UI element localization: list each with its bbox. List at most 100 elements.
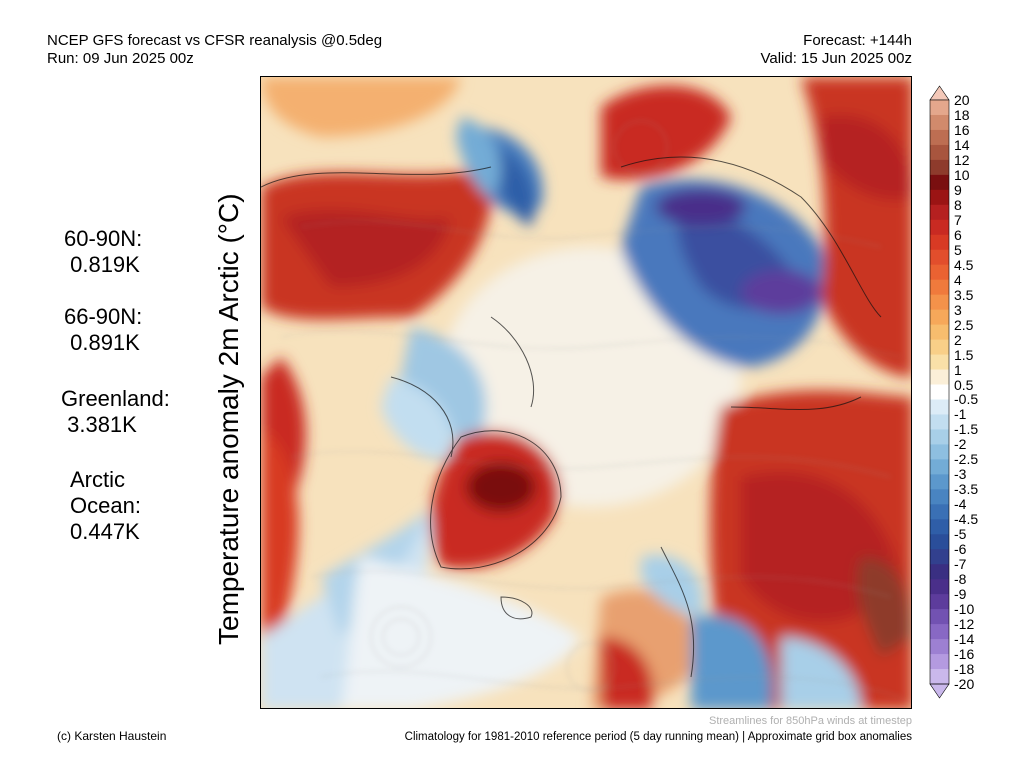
colorbar-band — [930, 669, 949, 685]
colorbar-band — [930, 414, 949, 430]
streamlines-note: Streamlines for 850hPa winds at timestep — [709, 715, 912, 727]
colorbar-band — [930, 444, 949, 460]
colorbar-band — [930, 399, 949, 415]
colorbar-band — [930, 384, 949, 400]
colorbar-tick-label: 1.5 — [954, 346, 974, 363]
colorbar-band — [930, 624, 949, 640]
colorbar-band — [930, 579, 949, 595]
colorbar-tick-label: -2 — [954, 436, 967, 453]
colorbar-tick-label: 16 — [954, 121, 970, 138]
colorbar-tick-label: -1 — [954, 406, 967, 423]
colorbar-tick-label: 3.5 — [954, 286, 974, 303]
colorbar-band — [930, 189, 949, 206]
colorbar-band — [930, 264, 949, 281]
colorbar-tick-label: -8 — [954, 571, 967, 588]
colorbar-tick-label: -18 — [954, 661, 975, 678]
colorbar-tick-label: -1.5 — [954, 421, 979, 438]
y-axis-label: Temperature anomaly 2m Arctic (°C) — [213, 193, 244, 645]
colorbar-frame — [929, 99, 950, 685]
colorbar — [929, 85, 950, 699]
colorbar-tick-label: -6 — [954, 541, 967, 558]
title-run-line: Run: 09 Jun 2025 00z — [47, 50, 194, 67]
colorbar-tick-label: -10 — [954, 601, 975, 618]
colorbar-band — [930, 429, 949, 445]
colorbar-band — [930, 249, 949, 266]
colorbar-band — [930, 564, 949, 580]
colorbar-band — [930, 609, 949, 625]
colorbar-band — [930, 639, 949, 655]
colorbar-top-triangle — [929, 85, 950, 101]
colorbar-band — [930, 654, 949, 670]
author-credit: (c) Karsten Haustein — [57, 729, 167, 743]
colorbar-tick-label: 18 — [954, 106, 970, 123]
colorbar-band — [930, 354, 949, 371]
colorbar-tick-label: -16 — [954, 646, 975, 663]
colorbar-tick-label: 2 — [954, 331, 962, 348]
colorbar-band — [930, 159, 949, 176]
colorbar-tick-label: 12 — [954, 151, 970, 168]
colorbar-band — [930, 114, 949, 131]
colorbar-band — [930, 504, 949, 520]
colorbar-band — [930, 519, 949, 535]
stat-60-90n: 60-90N: 0.819K — [64, 226, 143, 277]
colorbar-band — [930, 534, 949, 550]
colorbar-tick-label: -14 — [954, 631, 975, 648]
colorbar-tick-label: -9 — [954, 586, 967, 603]
colorbar-tick-label: 4 — [954, 271, 962, 288]
colorbar-band — [930, 369, 949, 386]
colorbar-bottom-triangle — [929, 683, 950, 699]
colorbar-band — [930, 594, 949, 610]
anomaly-map-graphic — [261, 77, 911, 708]
colorbar-tick-label: -4.5 — [954, 511, 979, 528]
stat-arctic-ocean: Arctic Ocean: 0.447K — [70, 467, 141, 544]
colorbar-tick-label: -2.5 — [954, 451, 979, 468]
colorbar-tick-label: 9 — [954, 181, 962, 198]
title-model-line: NCEP GFS forecast vs CFSR reanalysis @0.… — [47, 32, 383, 49]
stat-greenland: Greenland: 3.381K — [61, 386, 170, 437]
colorbar-band — [930, 324, 949, 341]
colorbar-band — [930, 279, 949, 296]
colorbar-band — [930, 474, 949, 490]
colorbar-tick-label: 7 — [954, 211, 962, 228]
colorbar-tick-label: 5 — [954, 241, 962, 258]
colorbar-band — [930, 144, 949, 161]
colorbar-tick-label: 8 — [954, 196, 962, 213]
colorbar-tick-label: 10 — [954, 166, 970, 183]
colorbar-band — [930, 549, 949, 565]
colorbar-band — [930, 129, 949, 146]
forecast-info: Forecast: +144h Valid: 15 Jun 2025 00z — [760, 32, 912, 68]
colorbar-tick-label: -20 — [954, 676, 975, 692]
stat-66-90n: 66-90N: 0.891K — [64, 304, 143, 355]
climatology-note: Climatology for 1981-2010 reference peri… — [404, 731, 912, 743]
colorbar-tick-label: -5 — [954, 526, 967, 543]
colorbar-band — [930, 234, 949, 251]
valid-time-line: Valid: 15 Jun 2025 00z — [760, 50, 912, 67]
colorbar-tick-label: 4.5 — [954, 256, 974, 273]
colorbar-tick-label: 6 — [954, 226, 962, 243]
colorbar-tick-label: 0.5 — [954, 376, 974, 393]
anomaly-map — [260, 76, 912, 709]
colorbar-tick-label: -7 — [954, 556, 967, 573]
colorbar-band — [930, 459, 949, 475]
colorbar-band — [930, 204, 949, 221]
colorbar-tick-label: -0.5 — [954, 391, 979, 408]
colorbar-graphic — [929, 85, 950, 699]
colorbar-tick-label: 1 — [954, 361, 962, 378]
colorbar-tick-label: -3 — [954, 466, 967, 483]
colorbar-tick-label: -12 — [954, 616, 975, 633]
colorbar-band — [930, 309, 949, 326]
colorbar-band — [930, 100, 949, 116]
colorbar-band — [930, 219, 949, 236]
colorbar-tick-label: 20 — [954, 92, 970, 108]
colorbar-band — [930, 294, 949, 311]
colorbar-band — [930, 174, 949, 191]
colorbar-tick-label: 3 — [954, 301, 962, 318]
colorbar-band — [930, 489, 949, 505]
colorbar-tick-label: -4 — [954, 496, 967, 513]
colorbar-band — [930, 339, 949, 356]
colorbar-tick-label: 14 — [954, 136, 970, 153]
colorbar-tick-label: -3.5 — [954, 481, 979, 498]
chart-title: NCEP GFS forecast vs CFSR reanalysis @0.… — [47, 32, 382, 68]
forecast-hour-line: Forecast: +144h — [803, 32, 912, 49]
colorbar-tick-label: 2.5 — [954, 316, 974, 333]
